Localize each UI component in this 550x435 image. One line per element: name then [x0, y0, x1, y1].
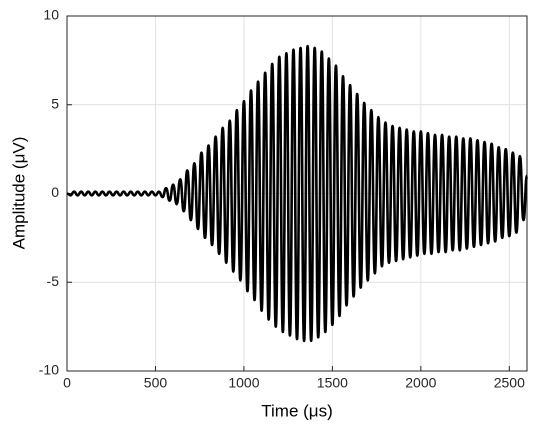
- y-tick-label: -10: [39, 362, 59, 378]
- x-tick-label: 1000: [228, 375, 259, 391]
- y-tick-label: -5: [47, 273, 60, 289]
- x-tick-label: 0: [63, 375, 71, 391]
- y-tick-label: 10: [43, 7, 59, 23]
- signal-line: [66, 44, 529, 343]
- y-axis-title: Amplitude (μV): [9, 137, 28, 250]
- y-tick-label: 0: [51, 184, 59, 200]
- x-tick-label: 1500: [317, 375, 348, 391]
- x-tick-label: 2000: [405, 375, 436, 391]
- x-axis-title: Time (μs): [261, 401, 333, 420]
- y-tick-label: 5: [51, 95, 59, 111]
- x-tick-label: 500: [144, 375, 168, 391]
- x-tick-label: 2500: [494, 375, 525, 391]
